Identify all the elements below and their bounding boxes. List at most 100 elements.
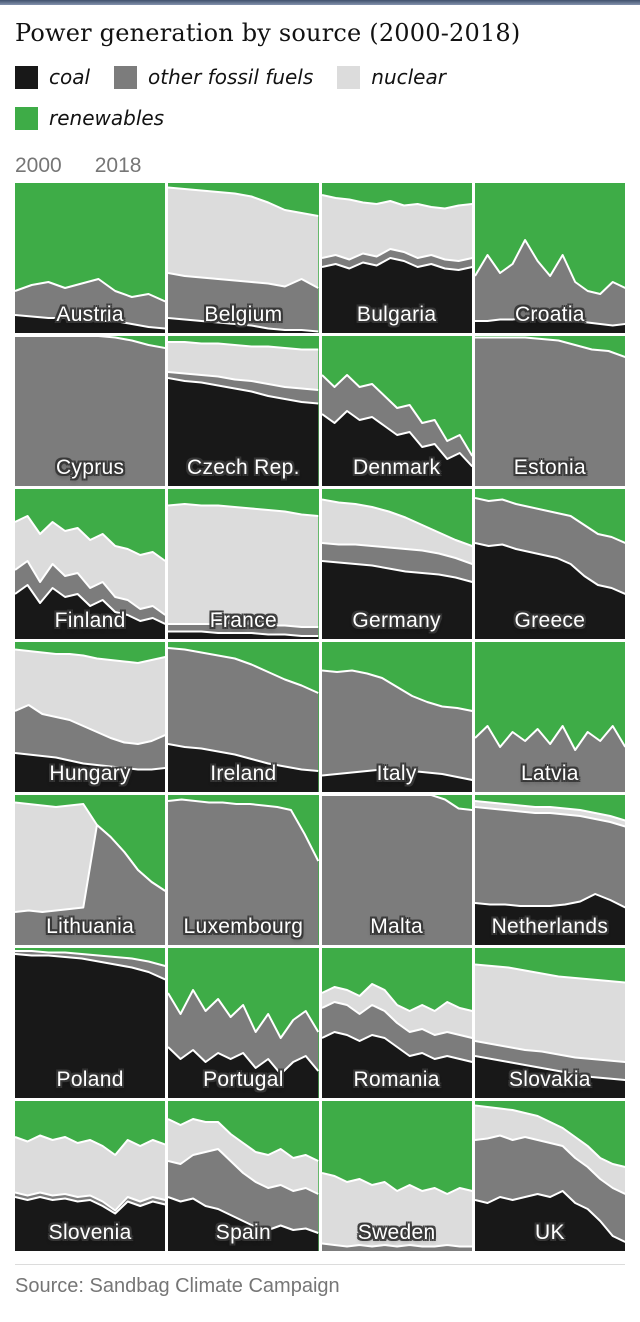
country-label: Spain [215,1221,271,1244]
country-label: Belgium [204,303,283,326]
legend-swatch [15,106,38,130]
country-cell: Malta [321,795,472,945]
country-chart [321,1101,472,1251]
country-cell: Belgium [168,183,319,333]
country-label: Estonia [513,456,586,479]
country-chart [474,336,625,486]
legend-item: coal [15,65,90,89]
country-chart [474,489,625,639]
country-cell: Slovakia [474,948,625,1098]
country-label: Romania [353,1068,440,1091]
country-cell: Greece [474,489,625,639]
country-label: France [209,609,277,632]
legend-row-1: coal other fossil fuels nuclear [15,65,625,89]
country-chart [168,489,319,639]
legend-swatch [114,65,138,89]
country-chart [168,642,319,792]
country-cell: Denmark [321,336,472,486]
country-chart [168,336,319,486]
axis-start-year: 2000 [15,154,62,177]
country-cell: Hungary [15,642,166,792]
legend-item: other fossil fuels [114,65,313,89]
source-divider [15,1264,625,1265]
country-label: Luxembourg [183,915,304,938]
country-label: Czech Rep. [187,456,300,479]
country-cell: Luxembourg [168,795,319,945]
country-chart [168,183,319,333]
country-cell: Austria [15,183,166,333]
country-label: Italy [376,762,417,785]
country-label: Cyprus [55,456,125,479]
top-accent-bar [0,0,640,5]
country-cell: France [168,489,319,639]
country-chart [321,183,472,333]
country-chart [15,948,166,1098]
country-cell: Poland [15,948,166,1098]
country-chart [168,1101,319,1251]
country-label: Lithuania [46,915,135,938]
page-title: Power generation by source (2000-2018) [15,19,521,47]
country-chart [474,795,625,945]
country-cell: UK [474,1101,625,1251]
country-label: Austria [56,303,124,326]
country-label: Ireland [210,762,277,785]
legend-swatch [15,65,38,89]
country-chart [15,642,166,792]
country-cell: Czech Rep. [168,336,319,486]
country-label: Finland [54,609,126,632]
country-cell: Ireland [168,642,319,792]
country-cell: Bulgaria [321,183,472,333]
country-label: Hungary [49,762,131,785]
country-cell: Germany [321,489,472,639]
country-chart [15,795,166,945]
country-cell: Cyprus [15,336,166,486]
country-cell: Estonia [474,336,625,486]
country-chart [15,1101,166,1251]
country-label: Latvia [520,762,579,785]
country-cell: Lithuania [15,795,166,945]
legend-label: other fossil fuels [148,65,314,89]
legend-label: nuclear [371,65,446,89]
country-cell: Slovenia [15,1101,166,1251]
country-chart [474,1101,625,1251]
country-cell: Netherlands [474,795,625,945]
country-chart [321,948,472,1098]
legend-label: coal [49,65,91,89]
country-chart [15,336,166,486]
country-label: UK [534,1221,565,1244]
country-chart [321,642,472,792]
country-cell: Italy [321,642,472,792]
country-label: Portugal [203,1068,284,1091]
country-chart [168,795,319,945]
country-label: Slovenia [48,1221,132,1244]
country-chart [474,642,625,792]
country-cell: Croatia [474,183,625,333]
legend-swatch [337,65,361,89]
country-cell: Finland [15,489,166,639]
country-label: Germany [352,609,441,632]
country-label: Denmark [352,456,441,479]
country-cell: Romania [321,948,472,1098]
country-chart [15,183,166,333]
country-label: Netherlands [491,915,609,938]
country-chart [15,489,166,639]
country-cell: Spain [168,1101,319,1251]
country-chart [321,336,472,486]
legend-row-2: renewables [15,106,625,130]
source-credit: Source: Sandbag Climate Campaign [15,1275,340,1297]
country-cell: Sweden [321,1101,472,1251]
country-label: Bulgaria [356,303,437,326]
axis-end-year: 2018 [94,154,142,177]
country-label: Malta [370,915,424,938]
country-cell: Latvia [474,642,625,792]
legend-item: renewables [15,106,164,130]
country-label: Poland [56,1068,124,1091]
country-label: Greece [514,609,586,632]
small-multiples-grid: Austria Belgium Bulgaria Croatia Cyprus Czech… [15,183,625,1251]
country-chart [474,183,625,333]
country-label: Slovakia [508,1068,591,1091]
country-cell: Portugal [168,948,319,1098]
country-label: Croatia [514,303,585,326]
x-axis-labels: 2000 2018 [15,154,625,178]
country-chart [474,948,625,1098]
